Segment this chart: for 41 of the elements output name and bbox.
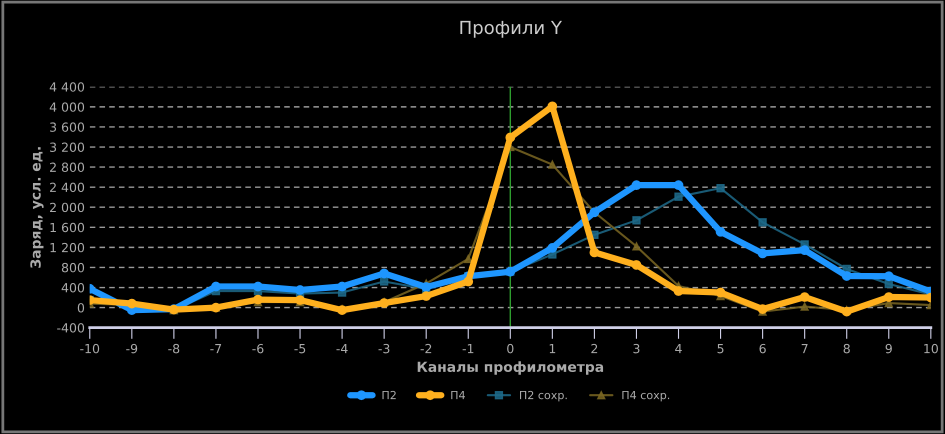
chart-title: Профили Y bbox=[460, 20, 562, 38]
y-tick-label: 4 400 bbox=[50, 82, 84, 92]
x-tick-label: 10 bbox=[924, 344, 938, 354]
y-tick-label: 3 600 bbox=[50, 122, 84, 132]
y-tick-label: 3 200 bbox=[50, 142, 84, 152]
x-tick-label: -7 bbox=[210, 344, 222, 354]
y-axis-title: Заряд, усл. ед. bbox=[30, 147, 44, 268]
y-tick-label: 1 600 bbox=[50, 222, 84, 232]
x-tick-label: -8 bbox=[168, 344, 180, 354]
x-tick-label: 1 bbox=[550, 344, 556, 354]
y-tick-label: 1 200 bbox=[50, 242, 84, 252]
x-tick-label: 9 bbox=[886, 344, 892, 354]
y-tick-label: 2 400 bbox=[50, 182, 84, 192]
legend-label: П4 сохр. bbox=[622, 391, 670, 402]
y-tick-label: 4 000 bbox=[50, 102, 84, 112]
y-tick-label: 2 800 bbox=[50, 162, 84, 172]
x-axis-title: Каналы профилометра bbox=[418, 361, 604, 375]
x-tick-label: -3 bbox=[378, 344, 390, 354]
legend-label: П2 сохр. bbox=[520, 390, 567, 402]
x-tick-label: 5 bbox=[718, 344, 724, 354]
y-tick-label: 2 000 bbox=[50, 202, 84, 212]
y-tick-label: 0 bbox=[78, 303, 84, 313]
x-tick-label: 4 bbox=[675, 344, 682, 354]
y-tick-label: 800 bbox=[62, 262, 84, 272]
x-tick-label: -4 bbox=[336, 344, 348, 354]
x-tick-label: -5 bbox=[294, 344, 306, 354]
x-tick-label: -6 bbox=[252, 344, 264, 354]
x-tick-label: -10 bbox=[80, 344, 100, 354]
y-tick-label: 400 bbox=[62, 282, 84, 292]
x-tick-label: 8 bbox=[844, 344, 850, 354]
x-tick-label: 6 bbox=[760, 344, 766, 354]
y-tick-label: -400 bbox=[57, 323, 84, 333]
legend-label: П4 bbox=[451, 391, 465, 400]
x-tick-label: -2 bbox=[420, 344, 432, 354]
x-tick-label: 7 bbox=[802, 344, 808, 354]
x-tick-label: 0 bbox=[507, 344, 514, 354]
x-tick-label: -9 bbox=[126, 344, 138, 354]
x-tick-label: 2 bbox=[591, 344, 598, 354]
legend-label: П2 bbox=[382, 390, 396, 400]
x-tick-label: 3 bbox=[633, 344, 640, 354]
x-tick-label: -1 bbox=[462, 344, 474, 354]
